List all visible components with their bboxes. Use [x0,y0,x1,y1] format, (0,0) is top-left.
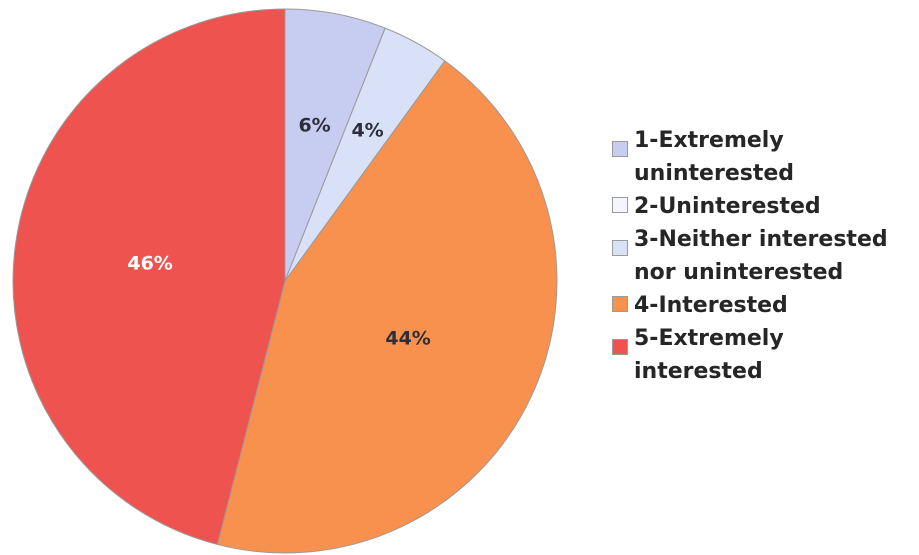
legend-swatch-5 [612,339,628,355]
pie-data-label-5: 46% [127,253,172,275]
legend-label-3: 3-Neither interested nor uninterested [634,223,888,289]
legend-item-5: 5-Extremely interested [612,322,917,388]
legend-swatch-2 [612,197,628,213]
legend-label-line: 5-Extremely [634,326,784,351]
legend-item-1: 1-Extremely uninterested [612,124,917,190]
legend-swatch-3 [612,240,628,256]
pie-data-labels: 6% 4% 44% 46% [127,115,430,350]
legend-label-line: 4-Interested [634,293,788,318]
legend-label-5: 5-Extremely interested [634,322,784,388]
pie-slices [12,8,558,554]
legend-label-line: interested [634,359,763,384]
legend-label-line: nor uninterested [634,260,844,285]
pie-slice-4 [216,60,558,554]
pie-data-label-3: 4% [351,119,383,141]
legend-label-2: 2-Uninterested [634,190,821,223]
legend-swatch-1 [612,141,628,157]
pie-data-label-4: 44% [385,327,430,349]
legend-label-line: 3-Neither interested [634,227,888,252]
legend-item-4: 4-Interested [612,289,917,322]
pie-data-label-1: 6% [298,115,330,137]
legend-item-2: 2-Uninterested [612,190,917,223]
legend-label-4: 4-Interested [634,289,788,322]
legend-label-1: 1-Extremely uninterested [634,124,794,190]
legend-item-3: 3-Neither interested nor uninterested [612,223,917,289]
chart-legend: 1-Extremely uninterested 2-Uninterested 3-N… [612,124,917,388]
legend-label-line: 1-Extremely [634,128,784,153]
pie-slice-5 [12,8,286,546]
legend-label-line: 2-Uninterested [634,194,821,219]
legend-label-line: uninterested [634,161,795,186]
legend-swatch-4 [612,296,628,312]
